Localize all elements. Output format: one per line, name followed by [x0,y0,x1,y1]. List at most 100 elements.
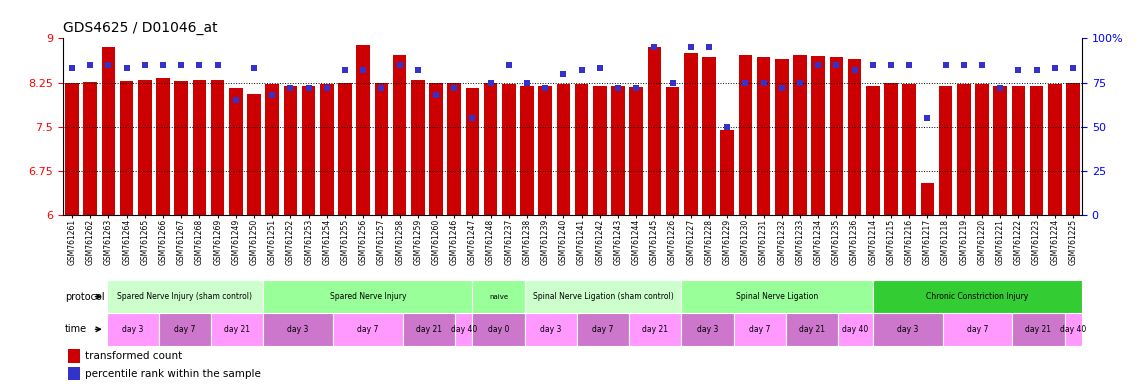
Bar [648,47,661,215]
Bar [284,86,298,215]
Bar [102,47,116,215]
Text: day 7: day 7 [357,325,379,334]
Text: day 21: day 21 [1026,325,1051,334]
Bar [106,280,263,313]
Bar [211,313,263,346]
Bar [872,313,942,346]
Bar [473,280,524,313]
Bar [68,367,80,380]
Bar [629,313,681,346]
Text: day 3: day 3 [697,325,718,334]
Bar [106,313,159,346]
Bar [473,313,524,346]
Bar [785,313,838,346]
Bar [812,56,826,215]
Bar [139,79,151,215]
Text: day 3: day 3 [540,325,561,334]
Text: day 7: day 7 [592,325,614,334]
Bar [681,280,872,313]
Bar [866,86,879,215]
Bar [229,88,243,215]
Bar [524,280,681,313]
Bar [156,78,169,215]
Bar [847,59,861,215]
Bar [942,313,1012,346]
Bar [757,57,771,215]
Bar [192,79,206,215]
Bar [838,313,872,346]
Bar [393,55,406,215]
Bar [884,83,898,215]
Bar [1065,313,1082,346]
Bar [374,83,388,215]
Bar [611,86,625,215]
Bar [939,86,953,215]
Bar [957,84,971,215]
Bar [1029,86,1043,215]
Bar [338,83,352,215]
Bar [702,57,716,215]
Bar [429,83,443,215]
Bar [448,83,461,215]
Text: Spared Nerve Injury: Spared Nerve Injury [330,292,406,301]
Bar [739,55,752,215]
Text: day 7: day 7 [174,325,196,334]
Text: Spinal Nerve Ligation (sham control): Spinal Nerve Ligation (sham control) [532,292,673,301]
Text: Chronic Constriction Injury: Chronic Constriction Injury [926,292,1028,301]
Bar [120,81,134,215]
Bar [159,313,211,346]
Bar [593,86,607,215]
Bar [502,84,515,215]
Bar [411,79,425,215]
Text: time: time [65,324,87,334]
Text: day 3: day 3 [898,325,918,334]
Bar [333,313,403,346]
Text: day 7: day 7 [966,325,988,334]
Text: day 3: day 3 [287,325,309,334]
Bar [302,86,316,215]
Text: protocol: protocol [65,291,104,302]
Bar [68,349,80,363]
Bar [872,280,1082,313]
Text: day 21: day 21 [642,325,669,334]
Text: day 0: day 0 [488,325,510,334]
Bar [556,84,570,215]
Bar [665,87,679,215]
Text: day 21: day 21 [416,325,442,334]
Bar [524,313,577,346]
Bar [520,86,534,215]
Text: day 3: day 3 [123,325,143,334]
Bar [403,313,455,346]
Bar [684,53,697,215]
Bar [775,59,789,215]
Bar [319,84,333,215]
Text: naive: naive [489,294,508,300]
Bar [484,83,497,215]
Text: day 40: day 40 [450,325,476,334]
Bar [793,55,807,215]
Bar [538,86,552,215]
Bar [577,313,629,346]
Bar [247,94,261,215]
Bar [829,57,843,215]
Text: percentile rank within the sample: percentile rank within the sample [86,369,261,379]
Text: day 7: day 7 [749,325,771,334]
Text: transformed count: transformed count [86,351,183,361]
Bar [356,45,370,215]
Bar [994,86,1006,215]
Text: GDS4625 / D01046_at: GDS4625 / D01046_at [63,21,218,35]
Bar [466,88,480,215]
Bar [976,84,989,215]
Bar [263,280,473,313]
Bar [630,87,643,215]
Text: Spinal Nerve Ligation: Spinal Nerve Ligation [736,292,819,301]
Bar [921,183,934,215]
Bar [263,313,333,346]
Text: Spared Nerve Injury (sham control): Spared Nerve Injury (sham control) [118,292,252,301]
Bar [720,130,734,215]
Bar [1012,313,1065,346]
Bar [902,84,916,215]
Bar [575,84,589,215]
Bar [1011,86,1025,215]
Bar [174,81,188,215]
